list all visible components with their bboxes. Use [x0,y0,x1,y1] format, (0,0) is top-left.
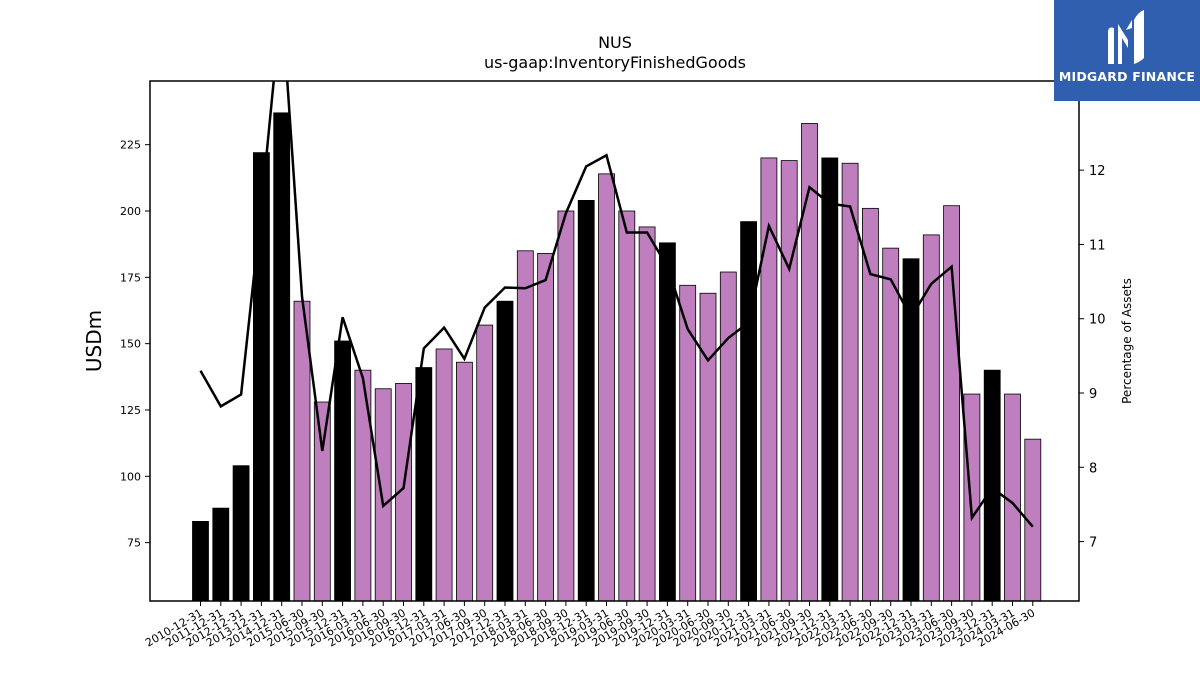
y-tick-label: 200 [120,205,141,218]
bar-2020-03-31 [679,284,697,602]
line-group [199,81,1034,528]
y2-tick-label: 10 [1089,313,1106,328]
bar-2017-03-31 [435,348,453,602]
bar-2018-09-30 [557,210,575,602]
bar-2018-03-31 [516,250,534,602]
y2-axis-label: Percentage of Assets [1120,278,1134,404]
bar-2013-12-31 [252,152,270,602]
bar-2016-06-30 [374,388,392,602]
bar-2023-09-30 [963,393,981,602]
midgard-finance-logo: MIDGARD FINANCE [1054,0,1200,101]
bar-2017-12-31 [496,300,514,602]
bar-2016-03-31 [354,369,372,602]
y-axis-ticks: 75 100 125 150 175 200 225 [120,139,150,550]
bar-2011-12-31 [212,507,230,602]
bar-2015-09-30 [313,401,331,602]
bar-2016-12-31 [415,367,433,602]
y2-tick-label: 9 [1089,387,1097,402]
y2-tick-label: 11 [1089,238,1106,253]
chart-title: NUS [598,33,632,52]
y2-axis-ticks: 78910111213 [1079,90,1106,551]
bar-2017-09-30 [476,324,494,602]
bar-2021-12-31 [821,157,839,602]
bar-2020-09-30 [719,271,737,602]
bar-2019-06-30 [618,210,636,602]
y2-tick-label: 12 [1089,164,1106,179]
y-tick-label: 75 [127,537,141,550]
logo-mark-icon [1108,10,1144,64]
bars-group [192,112,1042,602]
chart-subtitle: us-gaap:InventoryFinishedGoods [484,53,746,72]
y-tick-label: 175 [120,271,141,284]
bar-2015-12-31 [334,340,352,602]
bar-2019-09-30 [638,226,656,602]
bar-2019-03-31 [598,173,615,602]
bar-2018-12-31 [577,199,595,602]
y-tick-label: 225 [120,139,141,152]
bar-2021-06-30 [780,160,798,602]
bar-2022-06-30 [862,207,879,602]
bar-2017-06-30 [455,361,473,602]
y2-tick-label: 7 [1089,536,1097,551]
bar-2018-06-30 [537,253,554,602]
y-tick-label: 150 [120,338,141,351]
percentage-line [199,81,1034,528]
x-axis-ticks: 2010-12-312011-12-312012-12-312013-12-31… [143,601,1037,650]
bar-2020-06-30 [699,292,717,602]
bar-2023-03-31 [922,234,940,602]
bar-2023-06-30 [943,205,960,602]
bar-2012-12-31 [232,465,250,602]
y-tick-label: 125 [120,404,141,417]
bar-2019-12-31 [659,242,676,602]
bar-2010-12-31 [192,521,209,602]
bar-2022-09-30 [882,247,900,602]
logo-text: MIDGARD FINANCE [1058,69,1196,84]
y-axis-label: USDm [82,310,106,372]
plot-frame [149,80,1080,602]
bar-2014-12-31 [273,112,291,602]
bar-2023-12-31 [983,369,1001,602]
y-tick-label: 100 [120,470,141,483]
y2-tick-label: 8 [1089,461,1097,476]
bar-2020-12-31 [740,221,757,602]
bar-2021-09-30 [801,123,818,602]
